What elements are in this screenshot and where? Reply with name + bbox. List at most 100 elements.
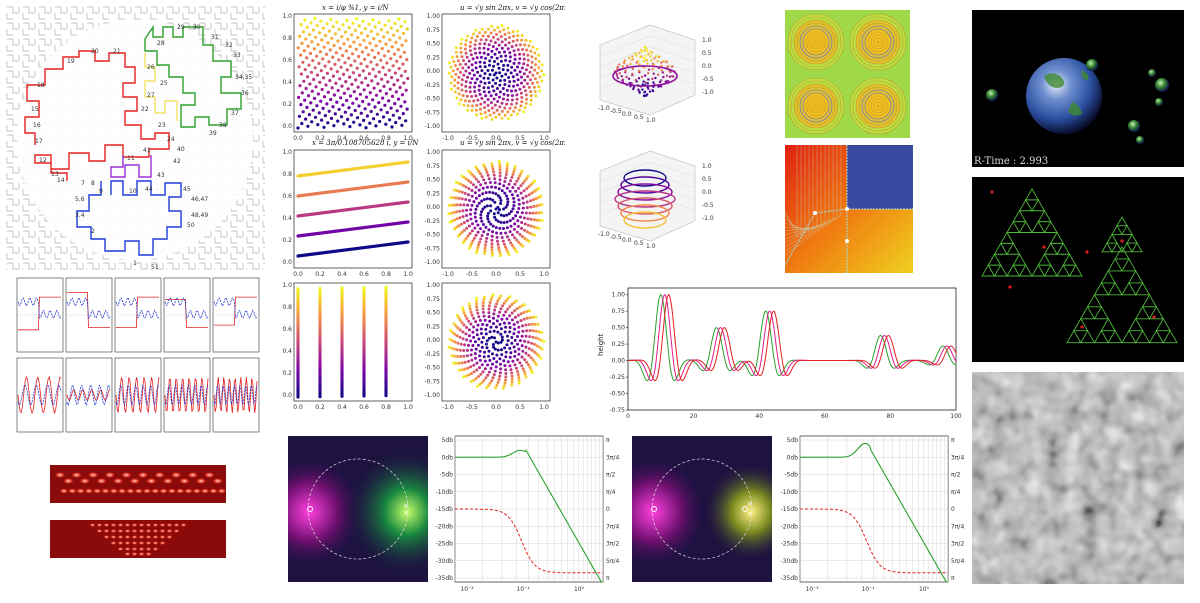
polar-point	[486, 76, 490, 80]
polar-point	[526, 75, 530, 78]
polar-point	[477, 188, 481, 192]
polar-point	[522, 216, 526, 220]
polar-point	[492, 64, 495, 68]
scatter-point	[301, 30, 305, 34]
scatter-point	[396, 48, 400, 52]
scatter-point	[374, 93, 379, 97]
polar-point	[465, 317, 469, 320]
polar-point	[499, 199, 503, 202]
polar-point	[523, 106, 527, 110]
polar-point	[469, 81, 472, 85]
polar-point	[530, 348, 534, 352]
polar-point	[513, 354, 517, 358]
polar-point	[466, 203, 470, 207]
polar-point	[502, 207, 506, 211]
scatter-point	[353, 108, 357, 113]
polar-point	[497, 43, 501, 47]
polar-point	[504, 355, 508, 359]
sphere-3d-point	[652, 81, 655, 84]
polar-point	[480, 234, 484, 238]
polar-point	[471, 68, 475, 72]
scatter-point	[363, 57, 367, 61]
scatter-point	[341, 53, 345, 58]
polar-point	[469, 339, 473, 343]
polar-point	[452, 322, 456, 326]
polar-point	[521, 329, 525, 333]
polar-point	[527, 347, 531, 351]
polar-point	[516, 335, 519, 338]
polar-point	[484, 181, 487, 185]
polar-point	[479, 38, 483, 42]
scatter-point	[297, 114, 301, 118]
scatter-point	[322, 95, 327, 99]
scatter-point	[311, 28, 315, 32]
scatter-point	[366, 34, 370, 38]
polar-point	[476, 98, 480, 102]
polar-point	[477, 315, 481, 319]
pole-zero-panel-2: × ×	[632, 436, 772, 582]
scatter-point	[400, 123, 404, 127]
fractal-triangle	[1106, 233, 1118, 244]
heat-blob	[138, 528, 145, 534]
heat-blob	[166, 522, 173, 528]
heat-blob	[159, 522, 166, 528]
polar-point	[503, 191, 507, 195]
polar-point	[472, 99, 476, 103]
bode-magnitude-line	[455, 449, 603, 583]
polar-point	[467, 179, 470, 183]
polar-point	[538, 75, 542, 79]
polar-point	[519, 242, 523, 246]
scatter-point	[385, 110, 389, 115]
polar-point	[530, 322, 534, 326]
scatter-point	[345, 18, 349, 22]
polar-point	[492, 35, 495, 39]
polar-point	[464, 332, 468, 336]
polar-point	[496, 62, 500, 66]
polar-point	[486, 232, 490, 236]
polar-point	[524, 351, 528, 355]
polar-point	[487, 384, 490, 388]
scatter-point	[352, 40, 356, 44]
polar-point	[492, 111, 496, 115]
sphere-x-tick: 1.0	[646, 243, 656, 250]
scatter-point	[341, 23, 345, 27]
heat-blob	[117, 546, 124, 552]
sphere-3d-point	[647, 68, 651, 71]
polar-point	[488, 197, 492, 201]
heat-blob	[103, 528, 110, 534]
scatter-point	[367, 72, 371, 76]
polar-point	[486, 217, 490, 221]
polar-point	[484, 342, 488, 346]
pole-zero-panel-1: × ×	[288, 436, 428, 582]
bode-phase-tick: 7π/4	[606, 523, 619, 530]
polar-point	[531, 329, 535, 333]
heat-blob	[211, 477, 224, 485]
polar-point	[500, 236, 504, 239]
scatter-point	[383, 23, 387, 27]
polar-point	[465, 214, 469, 217]
hilbert-number: 34,35	[235, 74, 252, 81]
polar-point	[494, 226, 498, 230]
polar-point	[491, 84, 494, 88]
polar-point	[475, 333, 479, 337]
polar-point	[482, 355, 486, 359]
polar-point	[469, 217, 473, 221]
ring	[814, 40, 818, 44]
polar-point	[469, 40, 473, 44]
scatter-point	[404, 88, 408, 92]
polar-point	[448, 61, 451, 65]
polar-point	[516, 313, 520, 317]
polar-point	[478, 51, 482, 55]
polar-point	[459, 203, 462, 207]
fractal-triangle	[981, 264, 996, 277]
polar-point	[524, 375, 528, 379]
polar-point	[535, 47, 539, 51]
scatter-grid-panel: x = i/φ %1, y = i/N u = √y sin 2πx, v = …	[270, 0, 565, 420]
fractal-triangle	[1093, 281, 1110, 296]
scatter-point	[325, 22, 329, 26]
polar-point	[517, 330, 521, 334]
polar-point	[464, 84, 468, 88]
polar-point	[527, 353, 531, 357]
heat-blob	[216, 488, 226, 494]
scatter-point	[400, 43, 404, 47]
